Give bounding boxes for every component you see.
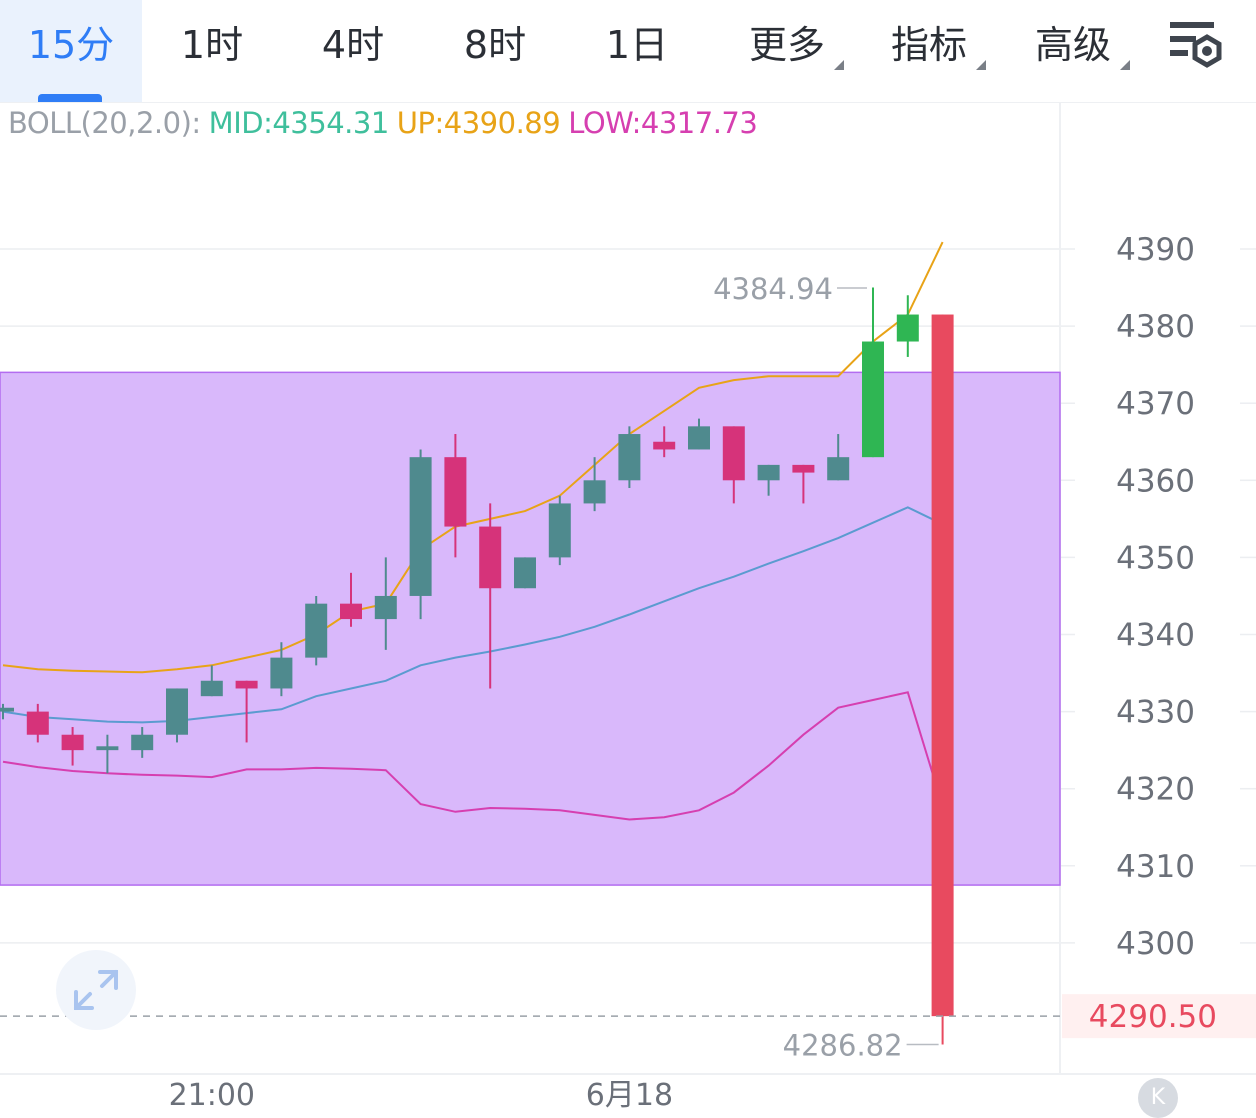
candle-body xyxy=(548,503,571,558)
candle-body xyxy=(792,464,815,473)
candle-body xyxy=(409,457,432,596)
candlestick-chart[interactable]: 4390 4380 4370 4360 4350 4340 4330 4320 4310 4300… xyxy=(0,102,1256,1109)
high-marker-label: 4384.94 xyxy=(713,272,833,306)
candle-body xyxy=(688,426,710,450)
x-tick-label: 21:00 xyxy=(169,1078,255,1109)
y-tick-label: 4390 xyxy=(1116,232,1195,268)
y-tick-label: 4370 xyxy=(1116,386,1195,422)
candle-body xyxy=(479,526,502,589)
boll-legend-name: BOLL(20,2.0): xyxy=(8,106,201,140)
candle-body xyxy=(0,707,14,712)
candle-body xyxy=(235,680,258,689)
candle-body xyxy=(340,603,362,620)
active-tab-indicator xyxy=(38,94,102,102)
timeframe-tabs: 15分 1时 4时 8时 1日 更多 指标 高级 xyxy=(0,0,1256,103)
tab-label: 1日 xyxy=(605,23,669,67)
boll-mid-line xyxy=(2,506,944,724)
candle-body xyxy=(653,441,676,450)
tab-advanced[interactable]: 高级 xyxy=(1008,0,1138,102)
expand-chart-icon[interactable] xyxy=(56,950,136,1030)
candle-body xyxy=(931,314,954,1017)
price-markers: 4384.94 4286.82 4290.50 xyxy=(0,272,1256,1063)
dropdown-caret-icon xyxy=(976,60,986,70)
low-marker-label: 4286.82 xyxy=(783,1029,903,1063)
dropdown-caret-icon xyxy=(834,60,844,70)
boll-legend-low: LOW:4317.73 xyxy=(568,106,758,140)
tab-1hour[interactable]: 1时 xyxy=(142,0,282,102)
x-axis: 21:00 6月18 xyxy=(169,1078,673,1109)
last-price-box xyxy=(1062,994,1256,1039)
candle-body xyxy=(827,457,850,481)
tab-label: 指标 xyxy=(890,23,967,67)
candle-body xyxy=(26,711,49,735)
tab-label: 15分 xyxy=(27,23,115,67)
candle-body xyxy=(583,480,606,504)
candle-body xyxy=(166,688,188,735)
candle-body xyxy=(61,734,84,751)
candle-body xyxy=(131,734,154,751)
y-tick-label: 4380 xyxy=(1116,309,1195,345)
last-price-label: 4290.50 xyxy=(1089,999,1217,1035)
candle-body xyxy=(444,457,467,527)
y-tick-label: 4350 xyxy=(1116,540,1195,576)
candle-body xyxy=(618,434,641,481)
y-tick-label: 4310 xyxy=(1116,849,1195,885)
tab-15min[interactable]: 15分 xyxy=(0,0,142,102)
tab-label: 更多 xyxy=(748,23,825,67)
x-tick-label: 6月18 xyxy=(586,1078,673,1109)
boll-legend-mid: MID:4354.31 xyxy=(208,106,390,140)
candle-body xyxy=(757,464,780,481)
kline-button[interactable]: K xyxy=(1138,1078,1178,1118)
tab-label: 8时 xyxy=(463,23,527,67)
dropdown-caret-icon xyxy=(1120,60,1130,70)
candle-body xyxy=(305,603,328,658)
tab-label: 4时 xyxy=(321,23,385,67)
tab-more[interactable]: 更多 xyxy=(722,0,852,102)
candle-body xyxy=(200,680,223,697)
y-tick-label: 4320 xyxy=(1116,772,1195,808)
boll-up-line xyxy=(2,241,944,674)
tab-label: 1时 xyxy=(180,23,244,67)
tab-8hour[interactable]: 8时 xyxy=(424,0,566,102)
tab-4hour[interactable]: 4时 xyxy=(282,0,424,102)
y-axis: 4390 4380 4370 4360 4350 4340 4330 4320 4310 4300 xyxy=(1116,232,1195,962)
candle-body xyxy=(374,595,397,620)
y-tick-label: 4360 xyxy=(1116,463,1195,499)
tab-label: 高级 xyxy=(1034,23,1111,67)
boll-legend-up: UP:4390.89 xyxy=(396,106,561,140)
boll-legend: BOLL(20,2.0): MID:4354.31 UP:4390.89 LOW:43… xyxy=(8,106,765,140)
candles xyxy=(0,287,954,1045)
candle-body xyxy=(96,746,119,751)
candle-body xyxy=(896,314,919,342)
candle-body xyxy=(862,341,884,458)
chart-settings-icon[interactable] xyxy=(1166,18,1228,80)
y-tick-label: 4300 xyxy=(1116,926,1195,962)
candle-body xyxy=(514,557,536,589)
y-tick-label: 4330 xyxy=(1116,695,1195,731)
candle-body xyxy=(270,657,293,689)
tab-indicators[interactable]: 指标 xyxy=(864,0,994,102)
y-tick-label: 4340 xyxy=(1116,618,1195,654)
highlight-zone xyxy=(0,371,1061,886)
candle-body xyxy=(722,426,745,481)
boll-bands xyxy=(2,241,944,821)
tab-1day[interactable]: 1日 xyxy=(566,0,708,102)
boll-low-line xyxy=(2,691,944,821)
